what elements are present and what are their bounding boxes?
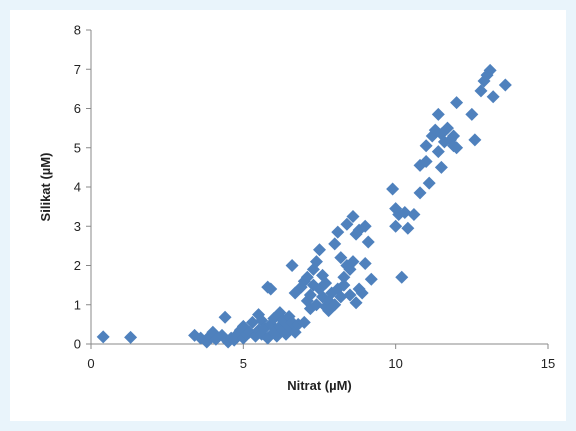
data-point [337,270,351,284]
data-point [413,186,427,200]
x-tick-label: 10 [388,356,402,371]
x-axis-ticks: 0 5 10 15 [87,344,555,371]
y-tick-label: 8 [74,23,81,38]
y-tick-label: 4 [74,180,81,195]
data-points [96,63,512,349]
y-tick-label: 2 [74,258,81,273]
data-point [334,251,348,265]
x-axis-title: Nitrat (µM) [287,378,352,393]
data-point [401,221,415,235]
y-tick-label: 6 [74,101,81,116]
data-point [218,310,232,324]
data-point [337,278,351,292]
y-tick-label: 5 [74,140,81,155]
data-point [419,139,433,153]
data-point [249,329,263,343]
data-point [447,129,461,143]
data-point [313,243,326,257]
data-point [364,272,378,286]
data-point [395,270,409,284]
data-point [331,225,345,239]
data-point [124,330,138,344]
data-point [358,219,372,233]
data-point [343,288,357,302]
data-point [434,160,448,174]
data-point [450,141,464,155]
data-point [398,206,412,220]
data-point [474,84,488,98]
chart-area: 0 1 2 3 4 5 6 7 8 0 5 10 15 Nitrat (µM) Silikat (µM… [10,10,566,421]
data-point [255,313,269,327]
data-point [328,298,342,312]
data-point [361,235,375,249]
data-point [389,219,403,233]
data-point [303,288,317,302]
data-point [346,209,360,223]
data-point [480,68,494,82]
data-point [431,107,445,121]
data-point [245,315,259,329]
data-point [431,145,445,159]
data-point [300,270,314,284]
data-point [340,217,354,231]
data-point [358,257,372,271]
data-point [465,107,479,121]
data-point [306,262,320,276]
data-point [343,262,357,276]
data-point [346,255,360,269]
data-point [422,176,436,190]
data-point [297,315,311,329]
data-point [386,182,400,196]
data-point [309,255,323,269]
data-point [96,330,110,344]
data-point [349,296,363,310]
data-point [319,276,333,290]
data-point [440,121,454,135]
data-point [468,133,482,147]
data-point [419,154,433,168]
data-point [498,78,512,92]
data-point [285,259,299,272]
y-tick-label: 7 [74,62,81,77]
y-axis-ticks: 0 1 2 3 4 5 6 7 8 [74,23,91,352]
data-point [407,207,421,221]
x-tick-label: 5 [240,356,247,371]
data-point [255,327,269,341]
data-point [450,96,464,110]
x-tick-label: 15 [541,356,555,371]
scatter-plot: 0 1 2 3 4 5 6 7 8 0 5 10 15 Nitrat (µM) Silikat (µM… [38,23,555,394]
data-point [264,282,278,296]
y-tick-label: 1 [74,297,81,312]
data-point [486,90,500,104]
data-point [355,286,369,300]
x-tick-label: 0 [87,356,94,371]
data-point [334,290,348,304]
y-tick-label: 0 [74,337,81,352]
y-axis-title: Silikat (µM) [38,153,53,222]
y-tick-label: 3 [74,219,81,234]
data-point [309,298,323,312]
data-point [328,237,342,251]
